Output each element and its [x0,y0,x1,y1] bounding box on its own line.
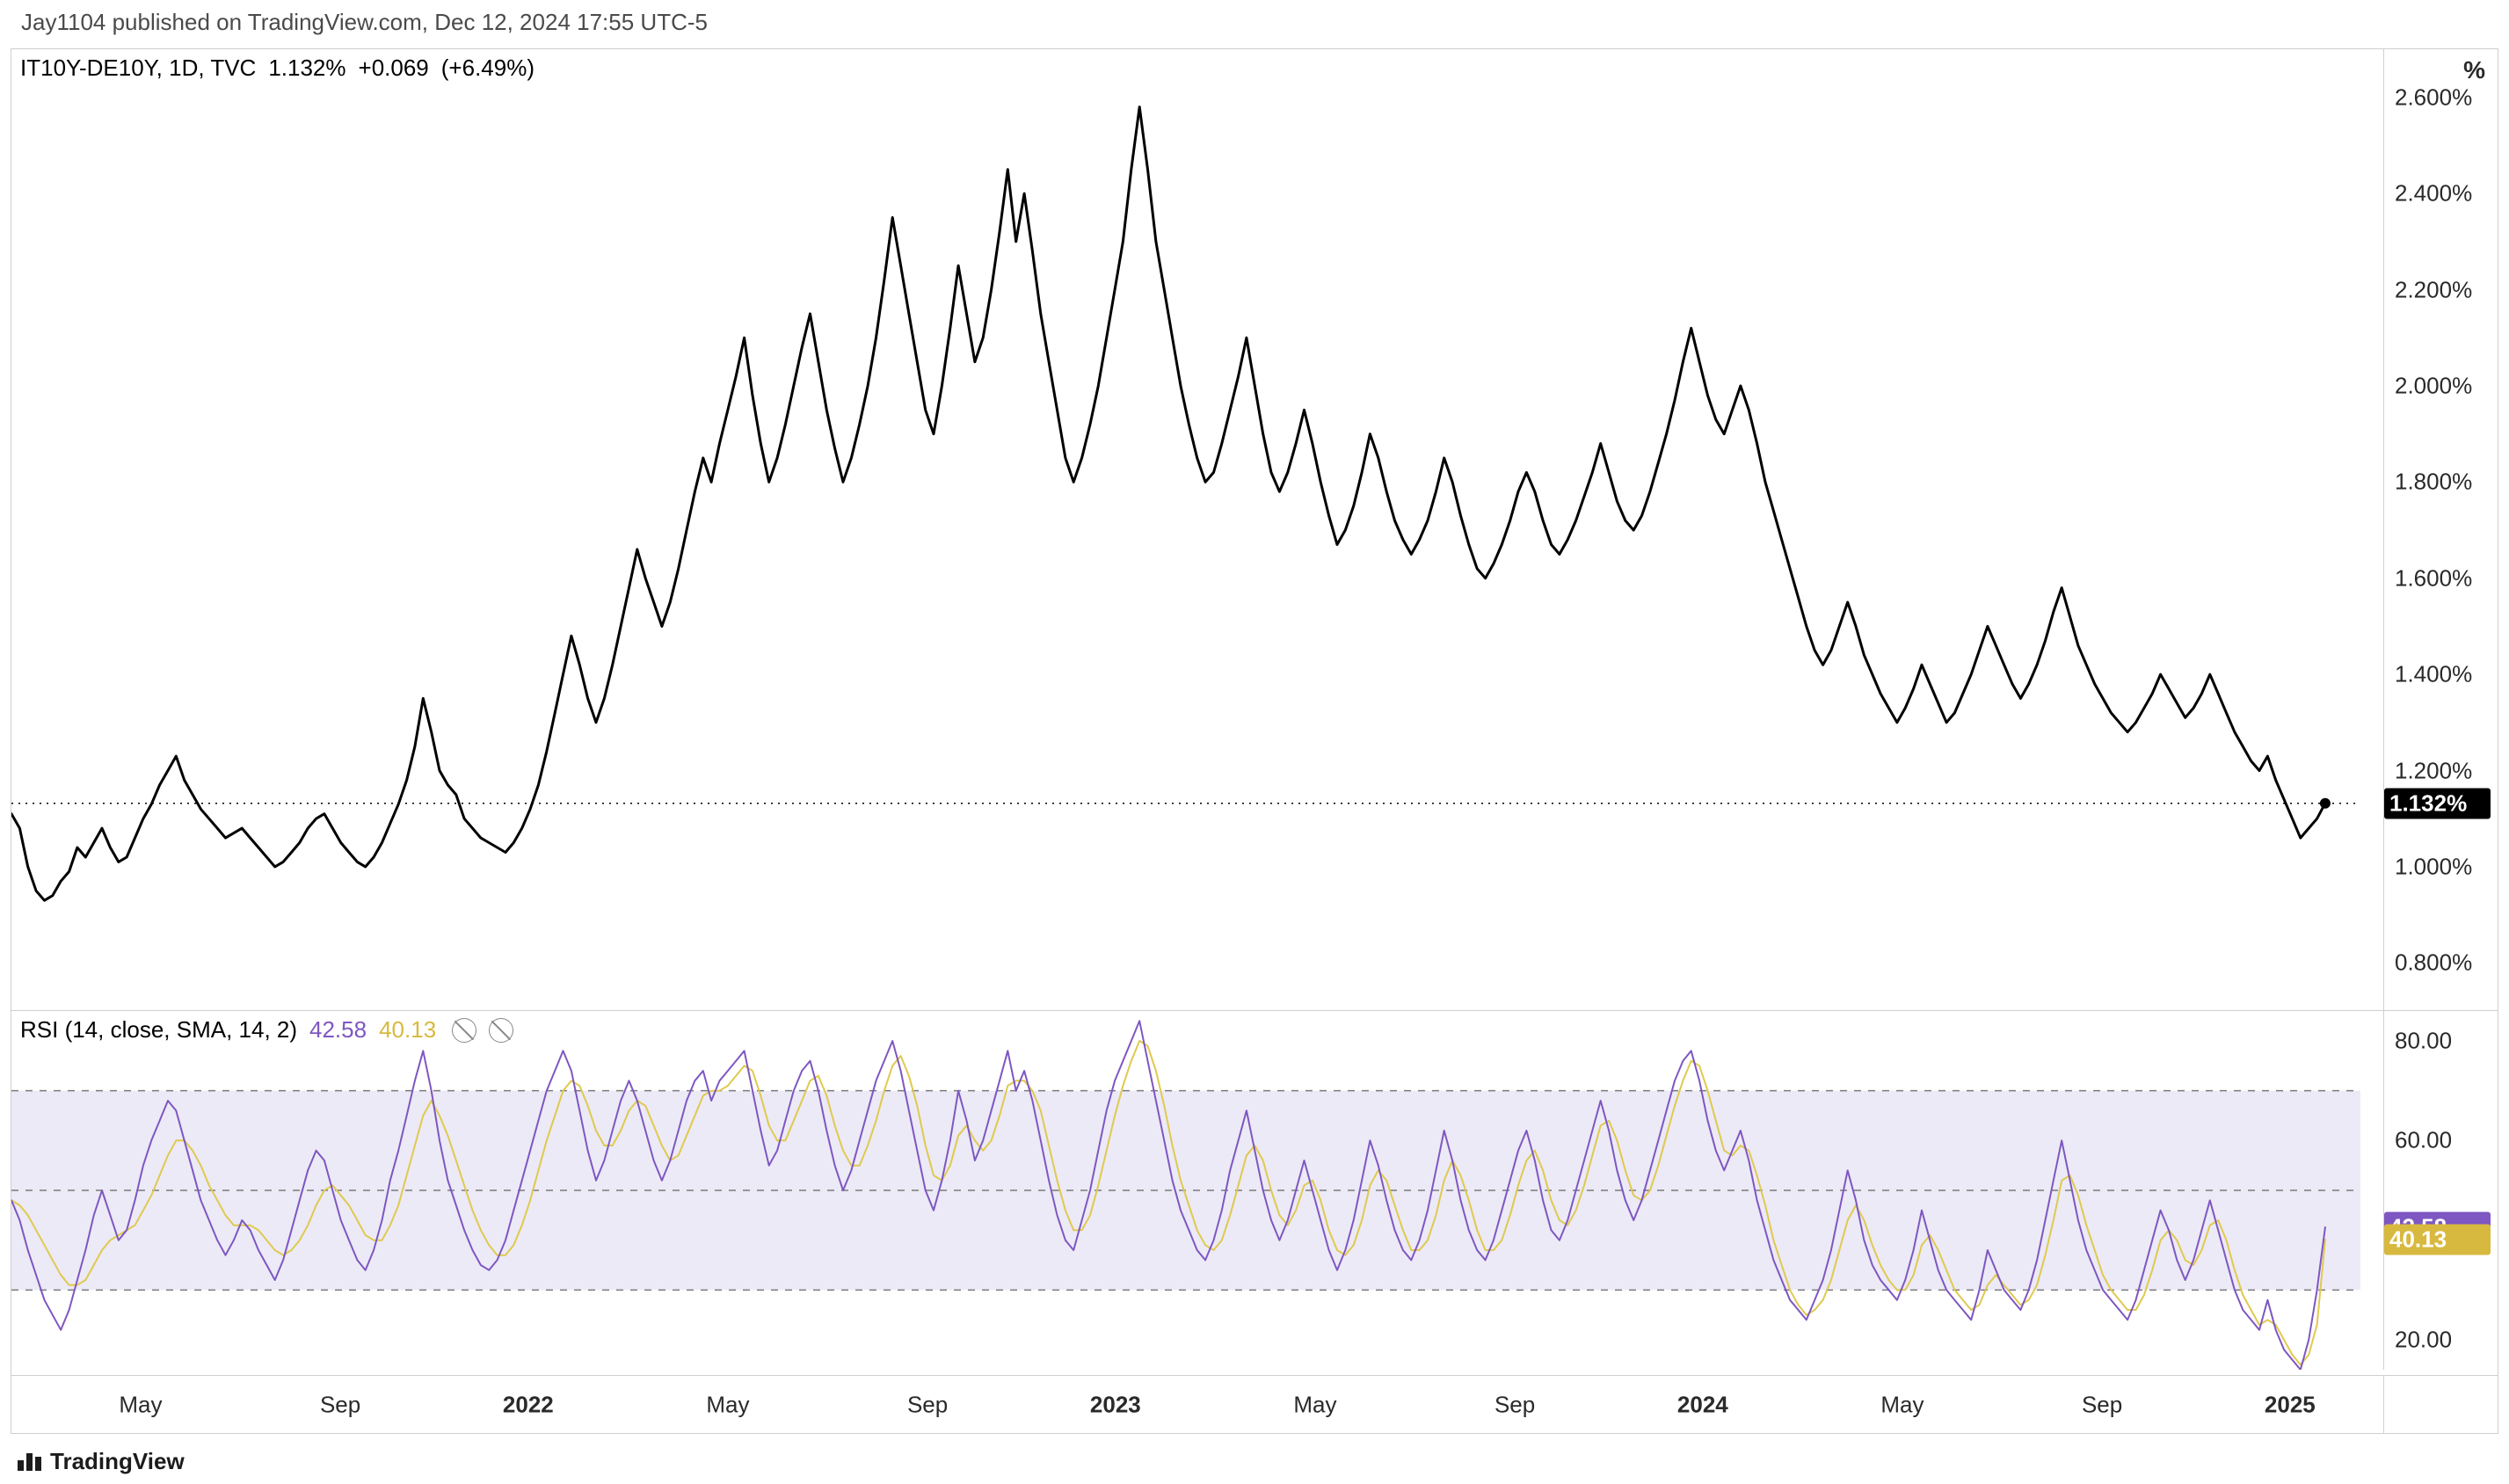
ytick-label: 1.800% [2395,469,2472,496]
rsi-sma-value: 40.13 [379,1016,436,1044]
xtick-label: 2022 [503,1391,554,1418]
price-current-badge: 1.132% [2384,788,2491,818]
tradingview-logo-icon [18,1453,41,1471]
last-value: 1.132% [268,55,345,82]
xtick-label: 2023 [1090,1391,1141,1418]
xtick-label: Sep [1494,1391,1535,1418]
publish-info: Jay1104 published on TradingView.com, De… [0,0,2509,48]
ytick-label: 1.400% [2395,661,2472,688]
rsi-yaxis[interactable]: 80.0060.0020.0042.5840.13 [2383,1011,2498,1370]
price-pane[interactable]: IT10Y-DE10Y, 1D, TVC 1.132% +0.069 (+6.4… [11,49,2498,1011]
ytick-label: 2.000% [2395,372,2472,399]
ytick-label: 2.200% [2395,276,2472,303]
xtick-label: Sep [907,1391,948,1418]
rsi-plot[interactable]: RSI (14, close, SMA, 14, 2) 42.58 40.13 [11,1011,2383,1370]
xtick-label: May [706,1391,749,1418]
footer: TradingView [0,1434,2509,1484]
xtick-label: May [1293,1391,1336,1418]
time-axis[interactable]: May Sep 2022 May Sep 2023 May Sep 2024 May Sep 2025 [11,1376,2498,1434]
ytick-label: 1.000% [2395,853,2472,880]
rsi-value-badge: 40.13 [2384,1224,2491,1255]
rsi-pane[interactable]: RSI (14, close, SMA, 14, 2) 42.58 40.13 … [11,1011,2498,1370]
price-yaxis[interactable]: % 2.600% 2.400% 2.200% 2.000% 1.800% 1.600% 1.… [2383,49,2498,1010]
rsi-label[interactable]: RSI (14, close, SMA, 14, 2) [20,1016,297,1044]
change-abs: +0.069 [359,55,429,82]
xtick-label: Sep [320,1391,360,1418]
rsi-chart-svg [11,1011,2360,1370]
visibility-toggle-icon[interactable] [489,1018,513,1043]
ytick-label: 2.600% [2395,84,2472,111]
rsi-value: 42.58 [309,1016,367,1044]
xtick-label: 2025 [2265,1391,2316,1418]
xtick-label: May [1880,1391,1924,1418]
change-pct: (+6.49%) [441,55,535,82]
ytick-label: 60.00 [2395,1127,2452,1154]
ytick-label: 20.00 [2395,1327,2452,1354]
rsi-legend: RSI (14, close, SMA, 14, 2) 42.58 40.13 [20,1016,513,1044]
xtick-label: 2024 [1677,1391,1728,1418]
brand-label: TradingView [50,1448,185,1475]
price-legend: IT10Y-DE10Y, 1D, TVC 1.132% +0.069 (+6.4… [20,55,538,82]
chart-container: IT10Y-DE10Y, 1D, TVC 1.132% +0.069 (+6.4… [11,48,2498,1376]
price-chart-svg [11,49,2360,1011]
yaxis-unit: % [2463,56,2485,84]
visibility-toggle-icon[interactable] [452,1018,476,1043]
symbol-label[interactable]: IT10Y-DE10Y, 1D, TVC [20,55,256,82]
ytick-label: 80.00 [2395,1028,2452,1055]
ytick-label: 2.400% [2395,180,2472,207]
ytick-label: 1.200% [2395,757,2472,784]
ytick-label: 1.600% [2395,564,2472,592]
price-plot[interactable]: IT10Y-DE10Y, 1D, TVC 1.132% +0.069 (+6.4… [11,49,2383,1010]
xtick-label: May [119,1391,162,1418]
ytick-label: 0.800% [2395,949,2472,977]
xtick-label: Sep [2082,1391,2122,1418]
